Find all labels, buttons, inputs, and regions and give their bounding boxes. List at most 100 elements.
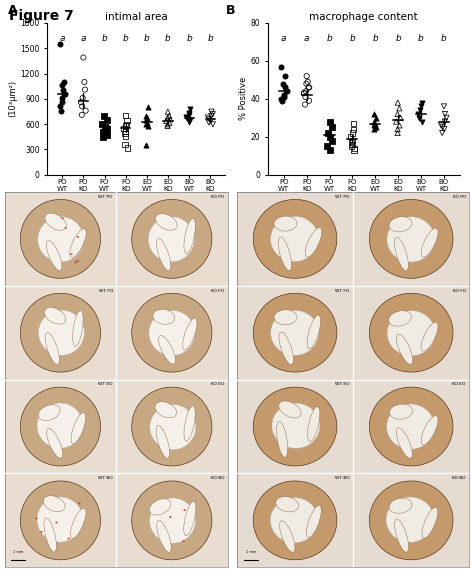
Point — [61, 89, 69, 99]
Point — [370, 109, 378, 119]
Ellipse shape — [253, 481, 337, 560]
Point — [144, 121, 152, 131]
Point — [103, 131, 110, 140]
Point — [81, 77, 88, 87]
Point — [79, 93, 87, 103]
Ellipse shape — [148, 217, 194, 262]
Point — [303, 72, 310, 81]
Ellipse shape — [45, 332, 59, 364]
Ellipse shape — [271, 216, 319, 262]
Point — [98, 120, 106, 129]
Point — [185, 111, 192, 120]
Text: a: a — [304, 34, 310, 44]
Text: Figure 7: Figure 7 — [9, 9, 74, 22]
Ellipse shape — [79, 503, 81, 504]
Ellipse shape — [390, 404, 412, 419]
Ellipse shape — [307, 315, 320, 349]
Point — [122, 121, 129, 131]
Text: WT PO: WT PO — [99, 195, 113, 199]
Point — [123, 120, 130, 129]
Ellipse shape — [421, 322, 438, 351]
Point — [56, 102, 64, 111]
Ellipse shape — [274, 310, 297, 325]
Ellipse shape — [77, 260, 79, 262]
Point — [419, 117, 426, 126]
Ellipse shape — [395, 519, 409, 552]
Point — [350, 119, 358, 128]
Point — [142, 140, 150, 150]
Ellipse shape — [169, 516, 171, 518]
Text: KO PO: KO PO — [211, 195, 224, 199]
Ellipse shape — [46, 429, 63, 458]
Point — [414, 109, 422, 119]
Ellipse shape — [20, 481, 100, 560]
Point — [417, 102, 425, 111]
Point — [282, 83, 289, 92]
Ellipse shape — [389, 498, 412, 513]
Point — [440, 102, 448, 111]
Point — [81, 85, 89, 94]
FancyBboxPatch shape — [5, 192, 116, 286]
Point — [123, 116, 131, 125]
Point — [397, 113, 404, 123]
Point — [80, 53, 87, 62]
FancyBboxPatch shape — [116, 192, 228, 286]
Ellipse shape — [43, 496, 65, 512]
Ellipse shape — [38, 405, 60, 421]
Point — [305, 83, 312, 92]
Point — [326, 146, 333, 155]
Point — [328, 123, 336, 132]
Ellipse shape — [149, 499, 171, 515]
Point — [394, 98, 401, 107]
Ellipse shape — [77, 236, 79, 238]
Text: b: b — [208, 34, 213, 44]
Ellipse shape — [280, 521, 295, 552]
Ellipse shape — [277, 422, 288, 457]
Point — [183, 114, 191, 123]
Point — [56, 40, 64, 49]
Point — [186, 104, 194, 113]
FancyBboxPatch shape — [353, 286, 469, 380]
Point — [277, 62, 285, 71]
Point — [208, 107, 215, 116]
Point — [77, 97, 85, 107]
Ellipse shape — [184, 406, 195, 441]
Point — [326, 117, 334, 126]
Text: KO BO: KO BO — [210, 476, 224, 480]
Ellipse shape — [156, 426, 170, 458]
Text: b: b — [441, 34, 447, 44]
Point — [185, 108, 193, 117]
Point — [165, 118, 173, 127]
Point — [394, 128, 401, 138]
Point — [324, 128, 332, 138]
Point — [166, 115, 174, 124]
Text: KO FO: KO FO — [211, 289, 224, 293]
Ellipse shape — [37, 217, 84, 262]
Point — [100, 111, 108, 120]
Ellipse shape — [156, 238, 171, 271]
Point — [209, 109, 217, 119]
Ellipse shape — [396, 428, 412, 458]
Point — [300, 89, 308, 98]
Point — [145, 103, 152, 112]
Ellipse shape — [422, 507, 438, 538]
Point — [207, 116, 215, 125]
Point — [164, 120, 172, 129]
Ellipse shape — [421, 415, 438, 445]
Point — [101, 122, 109, 131]
Text: b: b — [418, 34, 424, 44]
Point — [82, 106, 90, 115]
Point — [371, 119, 379, 128]
Ellipse shape — [389, 311, 411, 326]
Point — [302, 79, 310, 88]
Y-axis label: (10³μm²): (10³μm²) — [9, 80, 18, 117]
Text: 1 mm: 1 mm — [13, 550, 23, 554]
Point — [418, 98, 426, 107]
Ellipse shape — [387, 217, 435, 262]
Point — [204, 113, 212, 122]
Ellipse shape — [46, 240, 62, 270]
Point — [351, 144, 358, 153]
Ellipse shape — [421, 228, 438, 257]
Point — [302, 87, 310, 96]
Ellipse shape — [276, 497, 299, 512]
